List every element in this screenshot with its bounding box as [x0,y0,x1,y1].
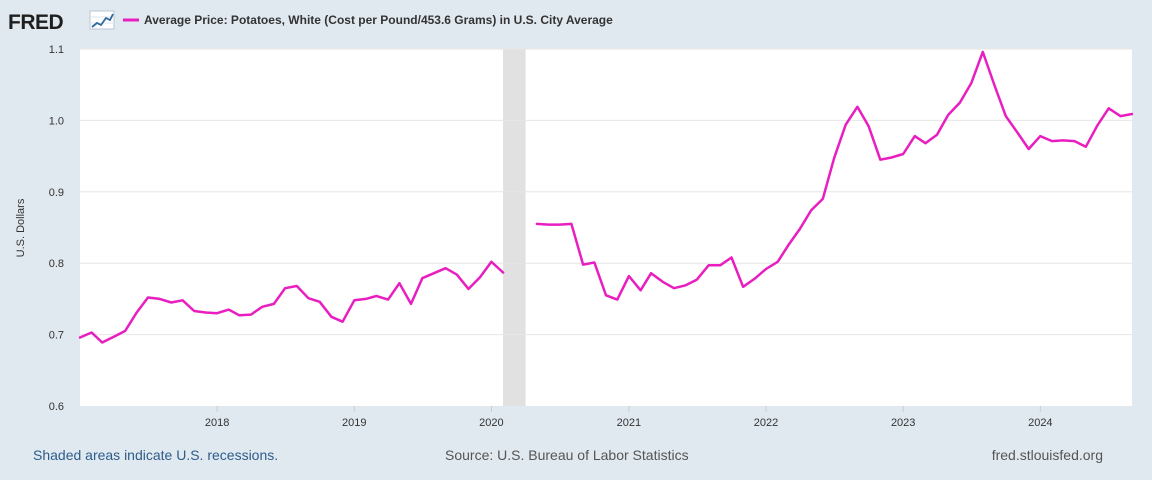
series-lines[interactable] [78,50,1134,344]
y-axis-title: U.S. Dollars [15,198,27,257]
y-tick-label-1.1: 1.1 [49,44,64,56]
x-axis-tick-labels: 2018 2019 2020 2021 2022 2023 2024 [205,417,1053,429]
gridlines [80,48,1132,336]
x-tick-label-2023: 2023 [891,417,915,429]
recession-note-link[interactable]: Shaded areas indicate U.S. recessions. [33,447,278,463]
x-tick-label-2018: 2018 [205,417,229,429]
recession-band-0 [503,49,526,406]
x-tick-label-2024: 2024 [1028,417,1052,429]
y-axis-tick-labels: 0.6 0.7 0.8 0.9 1.0 1.1 [49,44,64,413]
y-tick-label-0.9: 0.9 [49,187,64,199]
series-line-segment-1[interactable] [78,260,505,344]
fred-logo[interactable]: FRED [8,11,64,34]
chart-header: FRED Average Price: Potatoes, White (Cos… [8,10,613,34]
legend-label[interactable]: Average Price: Potatoes, White (Cost per… [144,13,613,27]
y-tick-label-0.8: 0.8 [49,258,64,270]
chart-footer: Shaded areas indicate U.S. recessions. S… [33,447,1103,463]
x-tick-label-2020: 2020 [479,417,503,429]
series-line-segment-2[interactable] [535,50,1134,301]
source-note: Source: U.S. Bureau of Labor Statistics [445,447,689,463]
y-tick-label-1.0: 1.0 [49,115,64,127]
x-axis-tick-marks [216,406,1041,412]
y-tick-label-0.7: 0.7 [49,330,64,342]
x-tick-label-2019: 2019 [342,417,366,429]
x-tick-label-2022: 2022 [754,417,778,429]
site-url[interactable]: fred.stlouisfed.org [992,447,1103,463]
fred-logo-graph-icon [89,10,115,30]
y-tick-label-0.6: 0.6 [49,401,64,413]
x-tick-label-2021: 2021 [617,417,641,429]
recession-shading [503,49,526,406]
plot-area [80,49,1132,406]
